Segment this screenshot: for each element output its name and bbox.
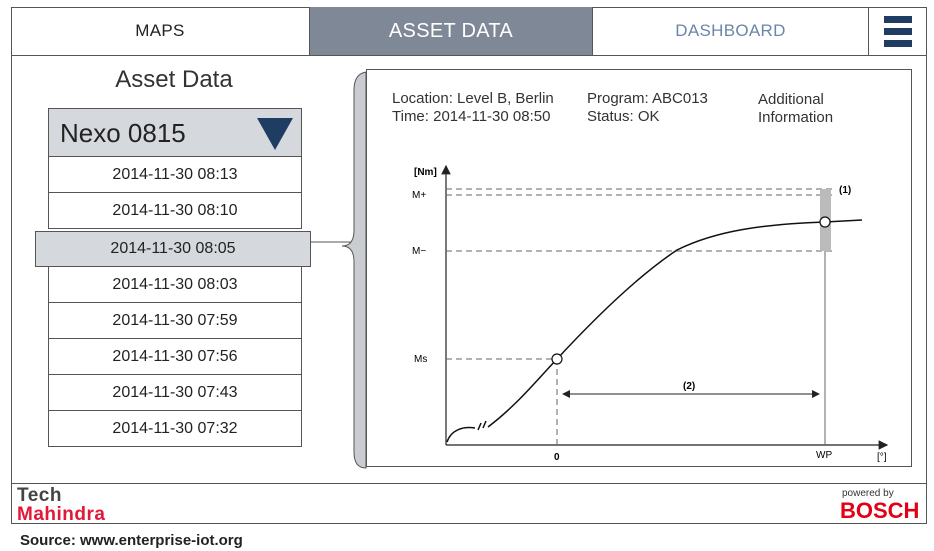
time-text: Time: 2014-11-30 08:50 bbox=[392, 108, 551, 125]
tab-asset-data[interactable]: ASSET DATA bbox=[310, 7, 593, 56]
program-text: Program: ABC013 bbox=[587, 90, 708, 107]
tick-mminus: M− bbox=[412, 246, 426, 257]
list-item[interactable]: 2014-11-30 07:32 bbox=[48, 411, 302, 447]
tab-dashboard[interactable]: DASHBOARD bbox=[593, 7, 869, 56]
torque-curve bbox=[446, 219, 863, 443]
tick-zero: 0 bbox=[554, 452, 560, 463]
tick-wp: WP bbox=[816, 450, 832, 461]
tech-mahindra-logo-line1: Tech bbox=[17, 485, 62, 506]
list-item[interactable]: 2014-11-30 07:56 bbox=[48, 339, 302, 375]
final-point bbox=[819, 216, 831, 228]
dropdown-arrow-icon[interactable] bbox=[257, 118, 293, 150]
additional-info-link[interactable]: Additional Information bbox=[758, 91, 833, 127]
asset-selector[interactable]: Nexo 0815 bbox=[48, 108, 302, 157]
tech-mahindra-logo-line2: Mahindra bbox=[17, 504, 106, 525]
x-unit-label: [°] bbox=[877, 452, 887, 463]
list-item[interactable]: 2014-11-30 07:59 bbox=[48, 303, 302, 339]
section-title: Asset Data bbox=[115, 66, 233, 93]
selection-bracket bbox=[310, 71, 367, 469]
list-item[interactable]: 2014-11-30 08:03 bbox=[48, 267, 302, 303]
menu-button[interactable] bbox=[869, 7, 927, 56]
tab-maps[interactable]: MAPS bbox=[11, 7, 310, 56]
hamburger-menu-icon bbox=[884, 15, 912, 47]
powered-by-text: powered by bbox=[842, 488, 894, 499]
top-nav: MAPS ASSET DATA DASHBOARD bbox=[11, 7, 927, 57]
annotation-2: (2) bbox=[683, 381, 695, 392]
footer-divider bbox=[11, 483, 927, 484]
list-item[interactable]: 2014-11-30 08:13 bbox=[48, 157, 302, 193]
status-text: Status: OK bbox=[587, 108, 660, 125]
location-text: Location: Level B, Berlin bbox=[392, 90, 554, 107]
tick-mplus: M+ bbox=[412, 190, 426, 201]
y-unit-label: [Nm] bbox=[414, 167, 437, 178]
list-item[interactable]: 2014-11-30 08:10 bbox=[48, 193, 302, 229]
torque-chart: [Nm] [°] M+ M− Ms 0 WP (1) (2) bbox=[412, 164, 889, 463]
bosch-logo: BOSCH bbox=[840, 498, 920, 523]
start-point bbox=[551, 353, 563, 365]
source-caption: Source: www.enterprise-iot.org bbox=[20, 532, 243, 549]
annotation-1: (1) bbox=[839, 185, 851, 196]
detail-panel: Location: Level B, Berlin Time: 2014-11-… bbox=[366, 69, 912, 467]
tick-ms: Ms bbox=[414, 354, 427, 365]
asset-selector-value: Nexo 0815 bbox=[60, 118, 186, 148]
additional-info-line1: Additional bbox=[758, 91, 824, 108]
list-item[interactable]: 2014-11-30 07:43 bbox=[48, 375, 302, 411]
additional-info-line2: Information bbox=[758, 109, 834, 126]
list-item-selected[interactable]: 2014-11-30 08:05 bbox=[35, 231, 311, 267]
